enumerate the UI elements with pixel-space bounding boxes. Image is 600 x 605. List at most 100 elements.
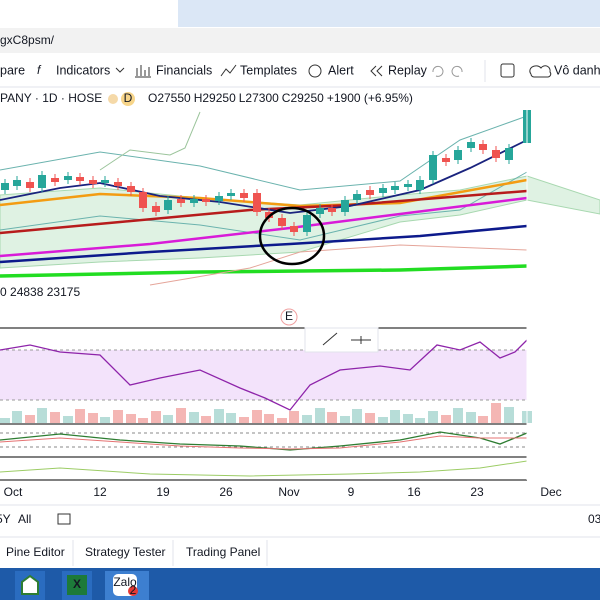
volume-bar xyxy=(126,414,136,423)
highlight-circle xyxy=(258,206,326,266)
rsi-band xyxy=(0,350,527,400)
volume-bar xyxy=(302,415,312,423)
candle xyxy=(379,188,387,193)
volume-bar xyxy=(75,409,85,423)
tab[interactable]: Strategy Tester xyxy=(85,545,165,559)
range-button[interactable]: All xyxy=(18,512,31,526)
cloud-icon xyxy=(529,65,552,78)
volume-bar xyxy=(466,412,476,423)
volume-bar xyxy=(50,412,60,423)
horizontal-tool[interactable] xyxy=(351,336,371,344)
indicator-value: 0 xyxy=(0,285,7,299)
candle xyxy=(505,148,513,160)
candle xyxy=(164,200,172,210)
interval-badge-bg xyxy=(121,92,135,106)
ma-navy xyxy=(0,224,528,264)
app-icon xyxy=(21,574,39,595)
volume-bar xyxy=(327,412,337,423)
volume-bar xyxy=(151,411,161,423)
volume-bar xyxy=(113,410,123,423)
candle xyxy=(303,215,311,232)
volume-bar xyxy=(415,418,425,423)
volume-bar xyxy=(289,411,299,423)
volume-bar xyxy=(403,414,413,423)
event-marker-bg xyxy=(280,308,298,326)
tab[interactable]: Pine Editor xyxy=(6,545,65,559)
candle xyxy=(152,206,160,212)
templates-button[interactable]: Templates xyxy=(240,63,297,77)
volume-bar xyxy=(226,413,236,423)
candle xyxy=(76,177,84,181)
goto-date-icon[interactable] xyxy=(57,513,71,525)
candle xyxy=(353,194,361,200)
volume-bar xyxy=(277,418,287,423)
lagging-span xyxy=(99,111,201,171)
volume-bar xyxy=(63,416,73,423)
financials-icon xyxy=(135,65,151,78)
candle xyxy=(467,142,475,148)
time-label: 23 xyxy=(470,485,484,499)
indicator-value: 23175 xyxy=(47,285,81,299)
indicators-button[interactable]: Indicators xyxy=(56,63,110,77)
indicator-values: 0 24838 23175 xyxy=(0,285,80,299)
candle xyxy=(89,180,97,184)
candle xyxy=(366,190,374,195)
volume-bar xyxy=(25,415,35,423)
candle xyxy=(101,180,109,183)
candle xyxy=(51,178,59,182)
candle xyxy=(479,144,487,150)
indicator-value: 24838 xyxy=(10,285,44,299)
tab[interactable]: Trading Panel xyxy=(186,545,260,559)
volume-bar xyxy=(441,415,451,423)
replay-button[interactable]: Replay xyxy=(388,63,428,77)
layout-name[interactable]: Vô danh xyxy=(554,63,600,77)
range-button[interactable]: 5Y xyxy=(0,512,11,526)
candle xyxy=(278,218,286,226)
volume-bar xyxy=(428,411,438,423)
volume-bar xyxy=(491,403,501,423)
candle xyxy=(177,199,185,203)
excel-letter: X xyxy=(73,577,81,591)
time-label: Nov xyxy=(278,485,299,499)
templates-icon xyxy=(220,64,237,77)
compare-button[interactable]: pare xyxy=(0,63,25,77)
volume-bar xyxy=(12,411,22,423)
ohlc-value: L27300 xyxy=(239,91,279,105)
volume-bar xyxy=(378,417,388,423)
alert-button[interactable]: Alert xyxy=(328,63,354,77)
undo-redo-icons[interactable] xyxy=(432,65,463,77)
volume-bar xyxy=(365,413,375,423)
candle xyxy=(127,186,135,192)
oscillator-line xyxy=(0,460,528,477)
candle xyxy=(64,176,72,180)
volume-bar xyxy=(390,410,400,423)
ohlc-value: C29250 xyxy=(282,91,324,105)
volume-bar xyxy=(453,408,463,423)
candle xyxy=(114,182,122,186)
badge-count: 2 xyxy=(130,583,137,597)
fx-icon: f xyxy=(37,63,42,77)
volume-bar xyxy=(214,409,224,423)
price-pane xyxy=(0,106,600,286)
volume-bar xyxy=(504,407,514,423)
ohlc-value: H29250 xyxy=(194,91,236,105)
time-label: 19 xyxy=(156,485,170,499)
volume-bar xyxy=(163,415,173,423)
financials-button[interactable]: Financials xyxy=(156,63,212,77)
taskbar xyxy=(0,568,600,600)
volume-bar xyxy=(352,409,362,423)
fullscreen-icon[interactable] xyxy=(500,63,515,78)
time-label: 16 xyxy=(407,485,421,499)
cloud-edge xyxy=(149,244,528,286)
candle xyxy=(454,150,462,160)
excel-icon xyxy=(67,575,87,595)
ma-red xyxy=(0,189,528,235)
trendline-tool[interactable] xyxy=(322,332,338,346)
candle xyxy=(328,208,336,212)
candle xyxy=(240,193,248,198)
candle xyxy=(139,192,147,208)
dropdown-icon xyxy=(115,67,125,73)
volume-bar xyxy=(201,416,211,423)
address-bar xyxy=(0,28,600,53)
